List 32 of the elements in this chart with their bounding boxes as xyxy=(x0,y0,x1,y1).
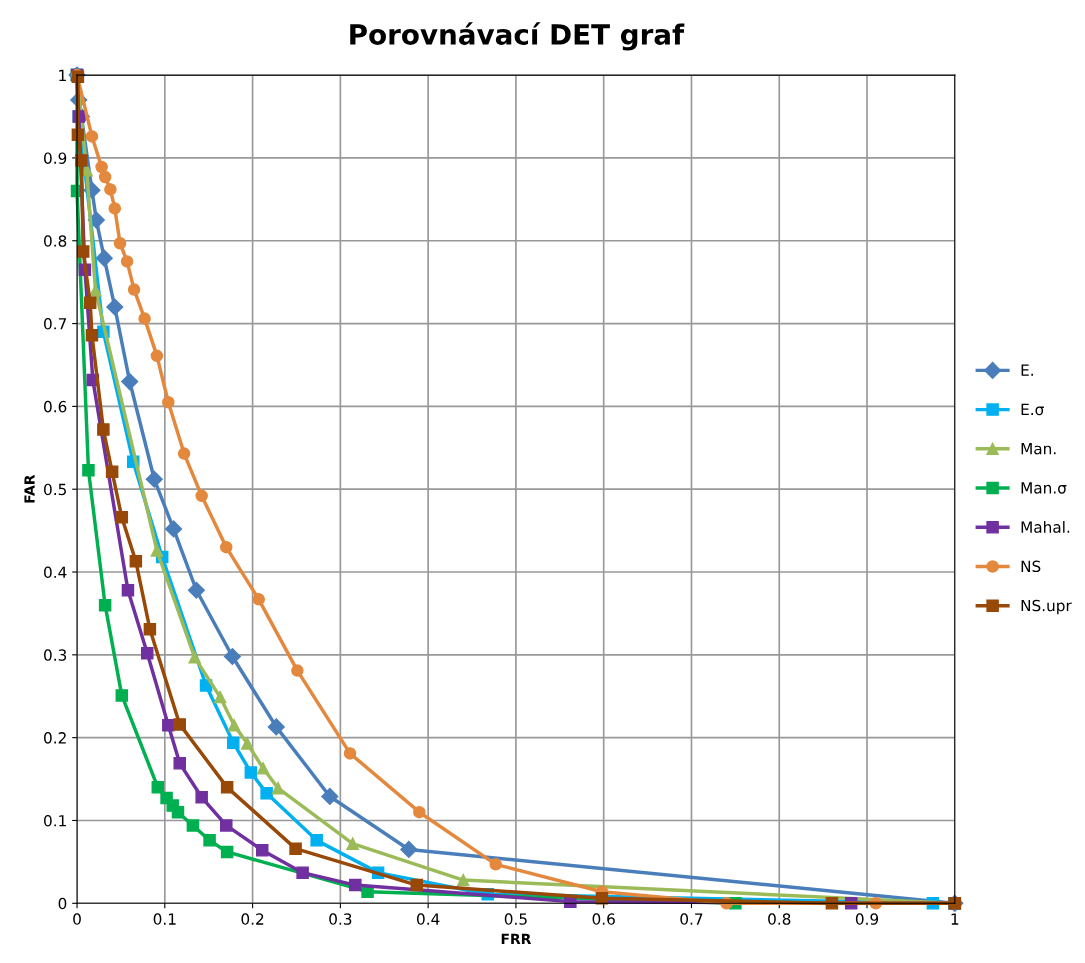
legend-label: NS.upr xyxy=(1021,599,1072,615)
y-tick-label: 0.6 xyxy=(44,400,67,413)
x-tick-label: 0.2 xyxy=(241,913,264,925)
legend-label: NS xyxy=(1021,560,1041,573)
y-tick-label: 0.7 xyxy=(44,318,67,330)
y-tick-label: 0.5 xyxy=(44,483,66,496)
legend-label: Man. xyxy=(1021,443,1056,455)
legend-label: Man.σ xyxy=(1021,482,1067,494)
x-axis-title: FRR xyxy=(501,933,532,944)
y-tick-label: 0.1 xyxy=(44,814,66,827)
x-tick-label: 0.9 xyxy=(855,913,879,925)
y-tick-label: 0.2 xyxy=(44,732,66,744)
x-tick-label: 0.7 xyxy=(680,913,703,925)
x-tick-label: 0.1 xyxy=(153,913,176,925)
x-tick-label: 1 xyxy=(951,913,959,925)
legend-label: Mahal. xyxy=(1021,521,1070,533)
y-tick-label: 0 xyxy=(58,897,67,910)
x-tick-label: 0.3 xyxy=(329,913,352,925)
x-tick-label: 0.8 xyxy=(768,913,791,925)
y-tick-label: 0.8 xyxy=(44,235,67,247)
y-tick-label: 0.3 xyxy=(44,649,67,661)
x-tick-label: 0.4 xyxy=(417,913,440,925)
y-tick-label: 0.4 xyxy=(44,566,67,579)
chart-title: Porovnávací DET graf xyxy=(350,22,685,51)
y-tick-label: 1 xyxy=(59,69,66,81)
legend-label: E. xyxy=(1021,364,1033,376)
x-tick-label: 0.6 xyxy=(592,913,615,925)
y-tick-label: 0.9 xyxy=(44,152,67,164)
legend-label: E.σ xyxy=(1021,403,1044,416)
y-axis-title: FAR xyxy=(24,474,35,503)
x-tick-label: 0.5 xyxy=(504,913,527,925)
x-tick-label: 0 xyxy=(73,913,81,925)
